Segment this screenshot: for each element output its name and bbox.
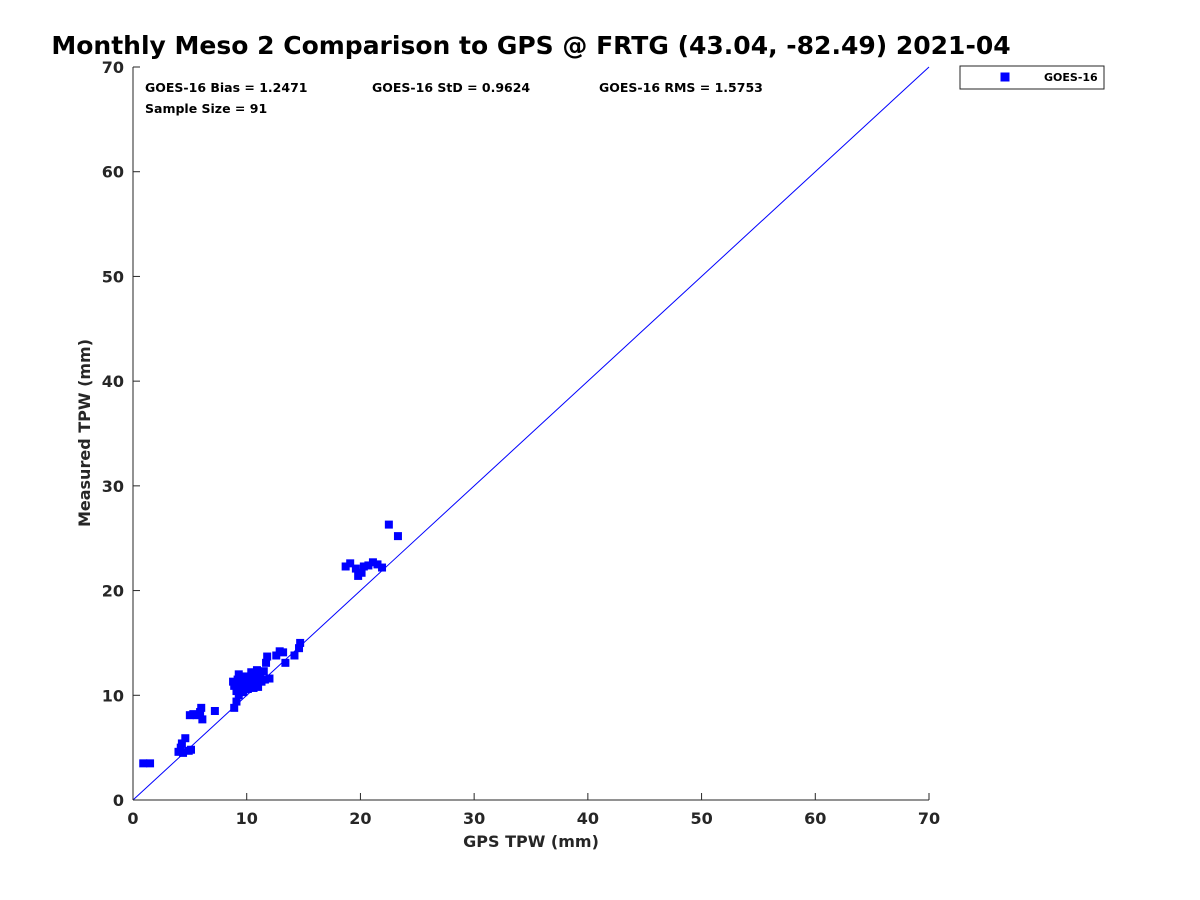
data-point	[272, 651, 281, 660]
legend-box	[959, 65, 1105, 90]
plot-area: 0 10 20 30 40 50 60 70 0 10 20 30 40 50 60 70	[102, 58, 940, 828]
data-point	[230, 703, 239, 712]
data-point	[210, 706, 219, 715]
x-tick-label: 60	[804, 809, 826, 828]
data-point	[373, 560, 382, 569]
statistics-annotations: GOES-16 Bias = 1.2471 GOES-16 StD = 0.96…	[145, 80, 763, 116]
data-point	[146, 759, 155, 768]
legend-entry-goes-16: GOES-16	[1044, 71, 1098, 84]
data-point	[259, 667, 268, 676]
data-point	[232, 687, 241, 696]
data-point	[295, 644, 304, 653]
data-point	[254, 682, 263, 691]
y-tick-label: 20	[102, 582, 124, 601]
x-tick-label: 50	[690, 809, 712, 828]
x-tick-label: 0	[127, 809, 138, 828]
legend: GOES-16	[959, 65, 1105, 90]
x-tick-label: 40	[577, 809, 599, 828]
x-tick-label: 30	[463, 809, 485, 828]
data-point	[239, 688, 248, 697]
data-points	[139, 520, 402, 768]
y-tick-label: 50	[102, 267, 124, 286]
data-point	[177, 739, 186, 748]
sample-size-annotation: Sample Size = 91	[145, 101, 267, 116]
data-point	[263, 652, 272, 661]
bias-annotation: GOES-16 Bias = 1.2471	[145, 80, 307, 95]
data-point	[139, 759, 148, 768]
data-point	[179, 748, 188, 757]
data-point	[174, 747, 183, 756]
data-point	[196, 708, 205, 717]
data-point	[197, 703, 206, 712]
y-tick-label: 60	[102, 163, 124, 182]
data-point	[346, 559, 355, 568]
data-point	[378, 563, 387, 572]
data-point	[279, 648, 288, 657]
data-point	[393, 532, 402, 541]
y-axis-label: Measured TPW (mm)	[75, 339, 94, 527]
x-axis-label: GPS TPW (mm)	[463, 832, 599, 851]
data-point	[240, 672, 249, 681]
data-point	[357, 568, 366, 577]
y-tick-label: 40	[102, 372, 124, 391]
data-point	[341, 562, 350, 571]
data-point	[181, 734, 190, 743]
data-point	[262, 658, 271, 667]
chart-title: Monthly Meso 2 Comparison to GPS @ FRTG …	[51, 31, 1010, 60]
data-point	[229, 677, 238, 686]
y-tick-label: 0	[113, 791, 124, 810]
data-point	[364, 561, 373, 570]
x-tick-label: 70	[918, 809, 940, 828]
data-point	[265, 674, 274, 683]
data-point	[260, 675, 269, 684]
data-point	[237, 680, 246, 689]
data-point	[250, 671, 259, 680]
y-tick-label: 30	[102, 477, 124, 496]
data-point	[368, 558, 377, 567]
legend-marker-square-icon	[1000, 72, 1010, 82]
x-tick-label: 20	[349, 809, 371, 828]
data-point	[176, 743, 185, 752]
x-tick-label: 10	[236, 809, 258, 828]
data-point	[290, 651, 299, 660]
data-point	[232, 697, 241, 706]
y-tick-label: 70	[102, 58, 124, 77]
data-point	[351, 564, 360, 573]
x-axis-ticks: 0 10 20 30 40 50 60 70	[127, 793, 940, 828]
data-point	[230, 681, 239, 690]
data-point	[296, 638, 305, 647]
data-point	[234, 691, 243, 700]
std-annotation: GOES-16 StD = 0.9624	[372, 80, 530, 95]
data-point	[244, 674, 253, 683]
data-point	[233, 675, 242, 684]
data-point	[186, 745, 195, 754]
data-point	[359, 562, 368, 571]
data-point	[249, 683, 258, 692]
data-point	[198, 715, 207, 724]
data-point	[281, 658, 290, 667]
y-axis-ticks: 0 10 20 30 40 50 60 70	[102, 58, 140, 810]
data-point	[384, 520, 393, 529]
rms-annotation: GOES-16 RMS = 1.5753	[599, 80, 763, 95]
y-tick-label: 10	[102, 686, 124, 705]
data-point	[234, 670, 243, 679]
